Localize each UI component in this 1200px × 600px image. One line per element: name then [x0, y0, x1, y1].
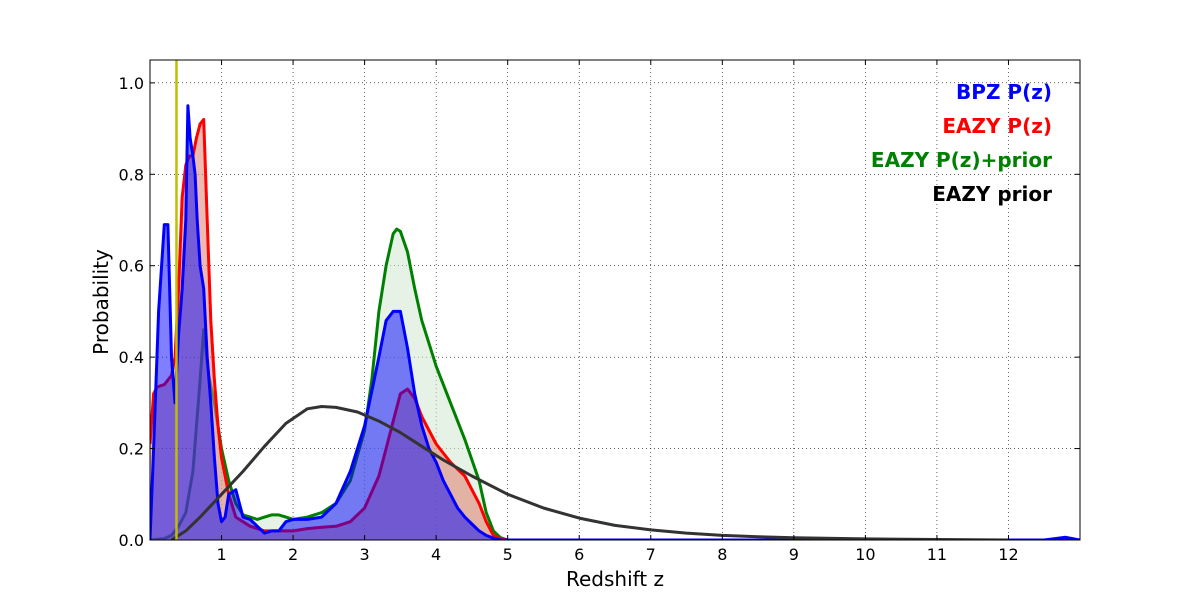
x-tick-label: 6 [574, 545, 584, 564]
x-tick-label: 8 [717, 545, 727, 564]
x-tick-label: 10 [855, 545, 875, 564]
y-tick-label: 0.2 [119, 440, 144, 459]
y-tick-label: 0.6 [119, 257, 144, 276]
x-tick-label: 1 [216, 545, 226, 564]
bpz-p-z-fill [150, 105, 1080, 540]
y-tick-label: 0.0 [119, 531, 144, 550]
y-tick-label: 0.4 [119, 348, 144, 367]
plot-layer: 1 2 3 4 5 6 7 8 9 10 11 120.00.20.40.60.81.0 BPZ P(z… [119, 59, 1081, 564]
eazy-p-z-prior-line [150, 227, 1080, 540]
y-tick-label: 0.8 [119, 165, 144, 184]
y-axis-label: Probability [89, 249, 113, 355]
legend-entry-bpz-p-z: BPZ P(z) [956, 80, 1052, 104]
x-tick-label: 7 [646, 545, 656, 564]
x-axis-label: Redshift z [566, 567, 664, 591]
legend-entry-eazy-prior: EAZY prior [932, 182, 1052, 206]
x-tick-label: 9 [789, 545, 799, 564]
y-tick-label: 1.0 [119, 74, 144, 93]
x-tick-label: 11 [927, 545, 947, 564]
x-tick-label: 4 [431, 545, 441, 564]
legend-entry-eazy-p-z-prior: EAZY P(z)+prior [871, 148, 1052, 172]
eazy-prior-line [170, 405, 1009, 540]
bpz-p-z-line [150, 104, 1080, 540]
eazy-p-z-prior-fill [150, 229, 1080, 540]
series-group [150, 60, 1080, 540]
x-tick-label: 5 [503, 545, 513, 564]
x-tick-label: 2 [288, 545, 298, 564]
legend-entry-eazy-p-z: EAZY P(z) [942, 114, 1052, 138]
x-tick-label: 12 [998, 545, 1018, 564]
plot-frame [149, 59, 1081, 541]
x-tick-label: 3 [360, 545, 370, 564]
